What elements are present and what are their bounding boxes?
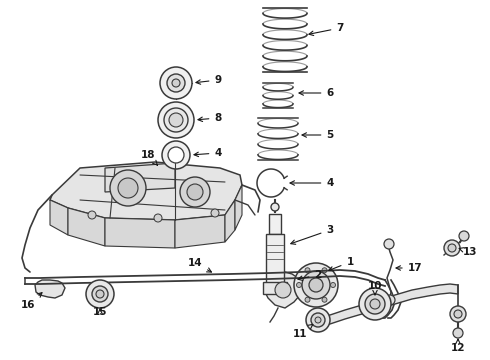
Text: 8: 8	[198, 113, 221, 123]
Circle shape	[271, 203, 279, 211]
Circle shape	[448, 244, 456, 252]
Circle shape	[162, 141, 190, 169]
Polygon shape	[105, 163, 175, 192]
Circle shape	[154, 214, 162, 222]
Circle shape	[309, 278, 323, 292]
Text: 4: 4	[290, 178, 334, 188]
Text: 17: 17	[396, 263, 422, 273]
Polygon shape	[235, 185, 242, 230]
Text: 6: 6	[299, 88, 334, 98]
Circle shape	[302, 271, 330, 299]
Circle shape	[172, 79, 180, 87]
Text: 15: 15	[93, 307, 107, 317]
Circle shape	[180, 177, 210, 207]
Circle shape	[305, 297, 310, 302]
Text: 5: 5	[302, 130, 334, 140]
Text: 3: 3	[291, 225, 334, 244]
Polygon shape	[175, 215, 225, 248]
Circle shape	[315, 317, 321, 323]
Text: 2: 2	[298, 270, 321, 280]
Circle shape	[187, 184, 203, 200]
Circle shape	[86, 280, 114, 308]
Polygon shape	[50, 162, 242, 220]
Circle shape	[92, 286, 108, 302]
Polygon shape	[68, 208, 105, 246]
Circle shape	[160, 67, 192, 99]
Circle shape	[311, 313, 325, 327]
Circle shape	[384, 239, 394, 249]
Text: 4: 4	[194, 148, 221, 158]
Text: 7: 7	[309, 23, 343, 36]
Text: 1: 1	[329, 257, 354, 271]
Circle shape	[296, 283, 301, 288]
Polygon shape	[35, 280, 65, 298]
Circle shape	[322, 297, 327, 302]
Polygon shape	[105, 218, 175, 248]
Circle shape	[158, 102, 194, 138]
Bar	[263, 282, 287, 294]
Circle shape	[330, 283, 336, 288]
Text: 9: 9	[196, 75, 221, 85]
Text: 18: 18	[141, 150, 157, 165]
Circle shape	[168, 147, 184, 163]
Circle shape	[110, 170, 146, 206]
Text: 12: 12	[451, 339, 465, 353]
Circle shape	[444, 240, 460, 256]
Text: 14: 14	[188, 258, 212, 272]
Bar	[266, 234, 284, 284]
Circle shape	[322, 268, 327, 273]
Circle shape	[453, 328, 463, 338]
Circle shape	[454, 310, 462, 318]
Circle shape	[275, 282, 291, 298]
Circle shape	[359, 288, 391, 320]
Circle shape	[365, 294, 385, 314]
Circle shape	[385, 295, 395, 305]
Circle shape	[450, 306, 466, 322]
Circle shape	[211, 209, 219, 217]
Text: 16: 16	[21, 293, 42, 310]
Circle shape	[370, 299, 380, 309]
Text: 13: 13	[459, 247, 477, 257]
Polygon shape	[318, 284, 458, 327]
Circle shape	[118, 178, 138, 198]
Circle shape	[459, 231, 469, 241]
Circle shape	[88, 211, 96, 219]
Bar	[269, 214, 281, 234]
Circle shape	[306, 308, 330, 332]
Polygon shape	[50, 200, 68, 235]
Circle shape	[294, 263, 338, 307]
Text: 10: 10	[368, 281, 382, 295]
Polygon shape	[225, 200, 235, 242]
Text: 11: 11	[293, 324, 313, 339]
Circle shape	[96, 290, 104, 298]
Circle shape	[305, 268, 310, 273]
Circle shape	[167, 74, 185, 92]
Circle shape	[169, 113, 183, 127]
Circle shape	[164, 108, 188, 132]
Polygon shape	[265, 272, 302, 308]
